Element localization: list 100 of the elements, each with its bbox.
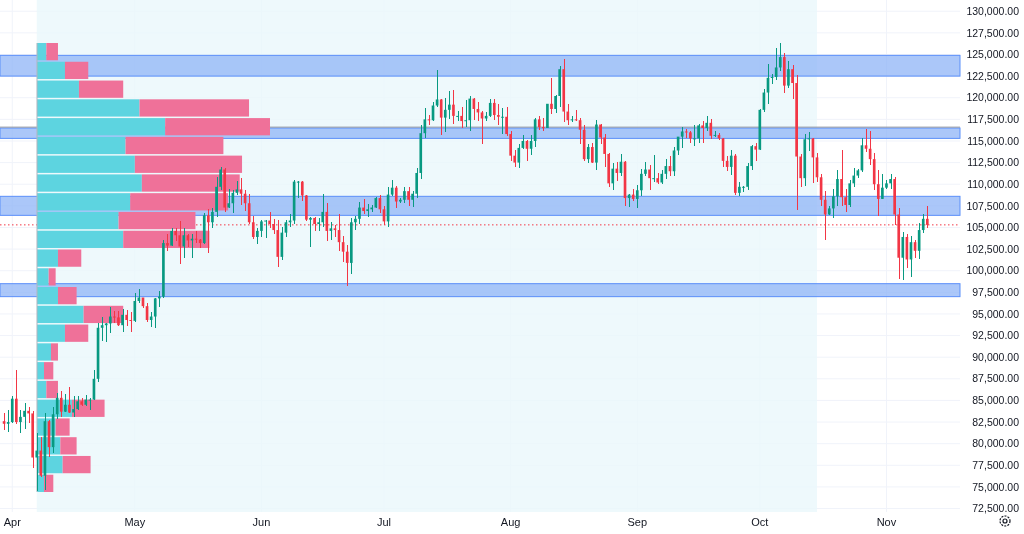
candlestick [211, 207, 214, 229]
candlestick [448, 90, 451, 120]
y-tick-label: 120,000.00 [966, 91, 1020, 104]
bar [118, 211, 196, 230]
candlestick [460, 106, 463, 129]
y-tick-label: 77,500.00 [972, 458, 1020, 471]
candlestick [778, 42, 782, 72]
candlestick [264, 219, 267, 239]
candlestick [300, 180, 304, 202]
bar [78, 80, 124, 98]
candlestick [648, 164, 651, 191]
y-tick-label: 82,500.00 [972, 415, 1020, 428]
bar [46, 43, 58, 61]
candlestick [64, 393, 67, 413]
bar [64, 61, 89, 80]
candlestick [443, 97, 447, 133]
candlestick [59, 390, 63, 418]
y-tick-label: 90,000.00 [972, 350, 1020, 363]
candlestick [901, 231, 905, 281]
y-tick-label: 75,000.00 [972, 480, 1020, 493]
x-tick-label: Nov [876, 516, 897, 528]
y-tick-label: 127,500.00 [966, 26, 1020, 39]
candlestick [407, 186, 410, 207]
candlestick [23, 402, 26, 430]
bar [57, 287, 77, 305]
candlestick [848, 179, 852, 208]
candlestick [121, 308, 124, 333]
x-tick-label: Apr [3, 516, 22, 528]
candlestick [693, 124, 696, 147]
y-tick-label: 95,000.00 [972, 307, 1020, 320]
candlestick [439, 98, 443, 136]
candlestick [456, 110, 459, 122]
candlestick [586, 143, 590, 164]
candlestick [640, 168, 643, 197]
x-tick-label: Aug [500, 516, 521, 528]
y-tick-label: 100,000.00 [966, 264, 1020, 277]
candlestick [464, 99, 468, 128]
candlestick [921, 213, 925, 234]
y-tick-label: 130,000.00 [966, 4, 1020, 17]
candlestick [709, 118, 713, 140]
candlestick [701, 120, 704, 144]
candlestick [35, 432, 39, 492]
y-tick-label: 112,500.00 [967, 156, 1020, 169]
candlestick [497, 103, 500, 126]
candlestick [611, 162, 615, 191]
y-tick-label: 97,500.00 [972, 286, 1020, 298]
y-tick-label: 107,500.00 [966, 199, 1020, 212]
y-tick-label: 102,500.00 [966, 242, 1020, 255]
candlestick [68, 386, 71, 414]
candlestick [321, 193, 325, 228]
candlestick [358, 201, 361, 225]
candlestick [876, 169, 880, 217]
x-tick-label: May [124, 516, 146, 528]
candlestick [652, 154, 655, 183]
bar [37, 305, 84, 324]
candlestick [55, 392, 59, 420]
candlestick [72, 395, 75, 418]
y-tick-label: 115,000.00 [967, 134, 1020, 147]
x-tick-label: Jul [376, 516, 392, 528]
candlestick [19, 409, 22, 434]
y-tick-label: 87,500.00 [972, 372, 1020, 385]
y-tick-label: 117,500.00 [967, 113, 1020, 126]
bar [46, 380, 58, 399]
candlestick [10, 395, 14, 424]
bar [48, 268, 56, 286]
x-tick-label: Sep [627, 516, 648, 528]
candlestick [108, 306, 112, 334]
bar [37, 61, 65, 80]
candlestick [296, 180, 300, 199]
candlestick [227, 188, 231, 209]
y-tick-label: 80,000.00 [972, 437, 1020, 450]
y-tick-label: 92,500.00 [972, 329, 1020, 342]
y-tick-label: 125,000.00 [966, 48, 1020, 61]
y-tick-label: 105,000.00 [966, 221, 1020, 234]
y-tick-label: 122,500.00 [966, 69, 1020, 82]
candlestick [697, 123, 700, 144]
candlestick [501, 107, 504, 135]
candlestick [680, 126, 684, 149]
candlestick [394, 185, 398, 209]
candlestick [468, 95, 472, 132]
candlestick [452, 89, 455, 125]
x-tick-label: Oct [751, 516, 769, 528]
candlestick [754, 142, 758, 162]
bar [62, 455, 91, 474]
candlestick [881, 173, 884, 200]
bar [37, 136, 126, 155]
bar [37, 211, 119, 230]
candlestick [113, 310, 116, 324]
candlestick [836, 169, 839, 207]
y-tick-label: 110,000.00 [967, 177, 1020, 190]
candlestick [840, 149, 843, 207]
candlestick [550, 77, 553, 115]
bar [64, 324, 89, 342]
y-tick-label: 85,000.00 [972, 394, 1020, 407]
x-tick-label: Jun [252, 516, 271, 528]
candlestick [345, 244, 349, 287]
candlestick [309, 216, 312, 248]
candlestick [787, 60, 790, 89]
bar [125, 136, 224, 155]
candlestick [133, 292, 137, 323]
